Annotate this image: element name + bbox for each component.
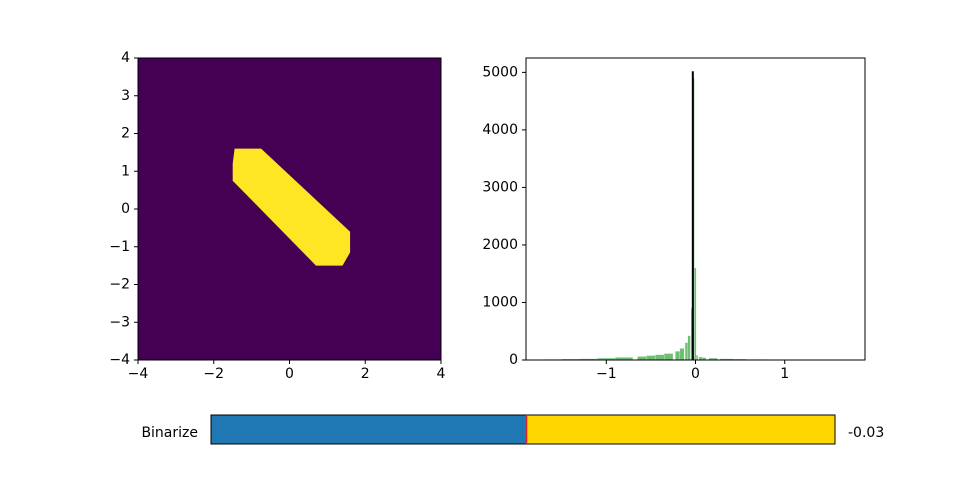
slider-value: -0.03 bbox=[848, 425, 884, 441]
y-tick-label: 3 bbox=[121, 88, 130, 104]
histogram-bar bbox=[675, 351, 680, 360]
slider-fill-left[interactable] bbox=[211, 415, 527, 444]
histogram-bar bbox=[597, 358, 615, 360]
histogram-bar bbox=[579, 358, 598, 360]
histogram-bar bbox=[691, 308, 693, 360]
x-tick-label: −4 bbox=[128, 366, 149, 382]
histogram-bar bbox=[694, 267, 697, 360]
y-tick-label: 1000 bbox=[482, 294, 518, 310]
y-tick-label: 4 bbox=[121, 50, 130, 66]
slider-fill-right[interactable] bbox=[526, 415, 835, 444]
histogram-bar bbox=[696, 355, 698, 360]
y-tick-label: −2 bbox=[109, 277, 130, 293]
image-panel: −4 −2 0 2 4 −4 −3 −2 −1 0 1 2 3 4 bbox=[109, 50, 445, 382]
y-tick-label: 0 bbox=[121, 201, 130, 217]
x-tick-label: −2 bbox=[203, 366, 224, 382]
x-tick-label: 2 bbox=[361, 366, 370, 382]
binarize-slider[interactable]: Binarize -0.03 bbox=[141, 414, 884, 445]
slider-track[interactable] bbox=[210, 414, 836, 445]
x-tick-label: 4 bbox=[437, 366, 446, 382]
histogram-bar bbox=[679, 348, 685, 360]
histogram-bar bbox=[720, 358, 734, 360]
histogram-bar bbox=[637, 356, 647, 360]
y-tick-label: 3000 bbox=[482, 179, 518, 195]
histogram-bar bbox=[699, 357, 703, 360]
y-tick-label: 1 bbox=[121, 163, 130, 179]
binary-mask-region bbox=[232, 148, 351, 266]
x-tick-label: 1 bbox=[780, 366, 789, 382]
y-tick-label: −1 bbox=[109, 239, 130, 255]
slider-label: Binarize bbox=[141, 425, 198, 441]
histogram-bar bbox=[664, 353, 673, 360]
histogram-bar bbox=[646, 355, 656, 360]
histogram-bar bbox=[685, 342, 688, 360]
histogram-bar bbox=[655, 354, 664, 360]
x-tick-label: −1 bbox=[596, 366, 617, 382]
histogram-bar bbox=[702, 357, 706, 360]
y-tick-label: 0 bbox=[509, 352, 518, 368]
y-tick-label: 5000 bbox=[482, 64, 518, 80]
y-tick-label: −3 bbox=[109, 314, 130, 330]
histogram-panel: −1 0 1 0 1000 2000 3000 4000 5000 bbox=[482, 57, 866, 382]
y-tick-label: 2 bbox=[121, 126, 130, 142]
y-tick-label: −4 bbox=[109, 352, 130, 368]
histogram-bar bbox=[687, 335, 691, 360]
histogram-bar bbox=[708, 358, 718, 360]
y-tick-label: 2000 bbox=[482, 237, 518, 253]
y-tick-label: 4000 bbox=[482, 122, 518, 138]
x-tick-label: 0 bbox=[691, 366, 700, 382]
x-tick-label: 0 bbox=[285, 366, 294, 382]
histogram-bar bbox=[615, 357, 633, 360]
